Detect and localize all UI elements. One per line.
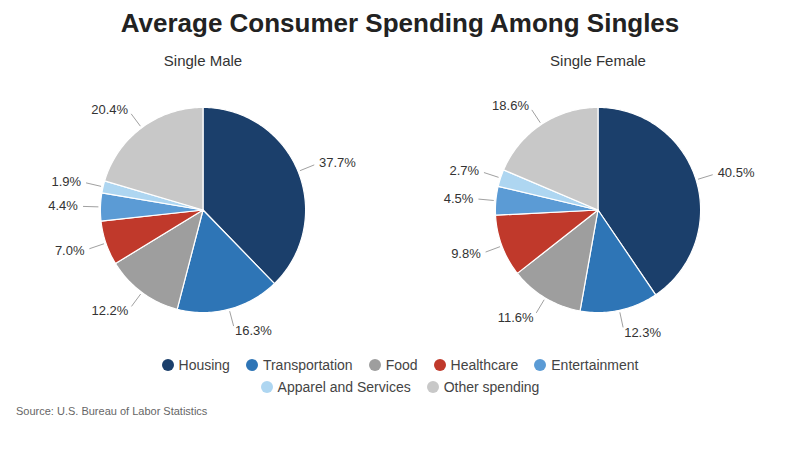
svg-text:11.6%: 11.6% — [498, 309, 534, 324]
svg-text:12.3%: 12.3% — [624, 325, 661, 340]
svg-text:4.5%: 4.5% — [444, 191, 474, 206]
svg-text:Single Female: Single Female — [550, 52, 646, 69]
html-text:Source: U.S. Bureau of Labor S: Source: U.S. Bureau of Labor Statistics — [16, 405, 208, 417]
html-text:Food: Food — [385, 357, 418, 373]
html-text:Other spending: Other spending — [443, 379, 540, 395]
svg-text:12.2%: 12.2% — [92, 303, 129, 318]
html-text:Healthcare: Healthcare — [450, 357, 519, 373]
svg-text:2.7%: 2.7% — [449, 163, 479, 178]
html-text:Transportation: Transportation — [262, 357, 353, 373]
html-text:Average Consumer Spending Amon: Average Consumer Spending Among Singles — [120, 8, 680, 38]
svg-text:20.4%: 20.4% — [91, 102, 128, 117]
html-text:Apparel and Services: Apparel and Services — [277, 379, 411, 395]
svg-text:Single Male: Single Male — [164, 52, 242, 69]
html-text:Entertainment: Entertainment — [551, 357, 639, 373]
svg-text:37.7%: 37.7% — [319, 155, 356, 170]
svg-text:9.8%: 9.8% — [451, 246, 481, 261]
svg-text:18.6%: 18.6% — [492, 98, 529, 113]
svg-text:16.3%: 16.3% — [235, 323, 272, 338]
svg-text:40.5%: 40.5% — [718, 165, 755, 180]
svg-text:4.4%: 4.4% — [48, 198, 78, 213]
html-text:Housing: Housing — [178, 357, 230, 373]
svg-text:7.0%: 7.0% — [55, 243, 85, 258]
svg-text:1.9%: 1.9% — [51, 174, 81, 189]
